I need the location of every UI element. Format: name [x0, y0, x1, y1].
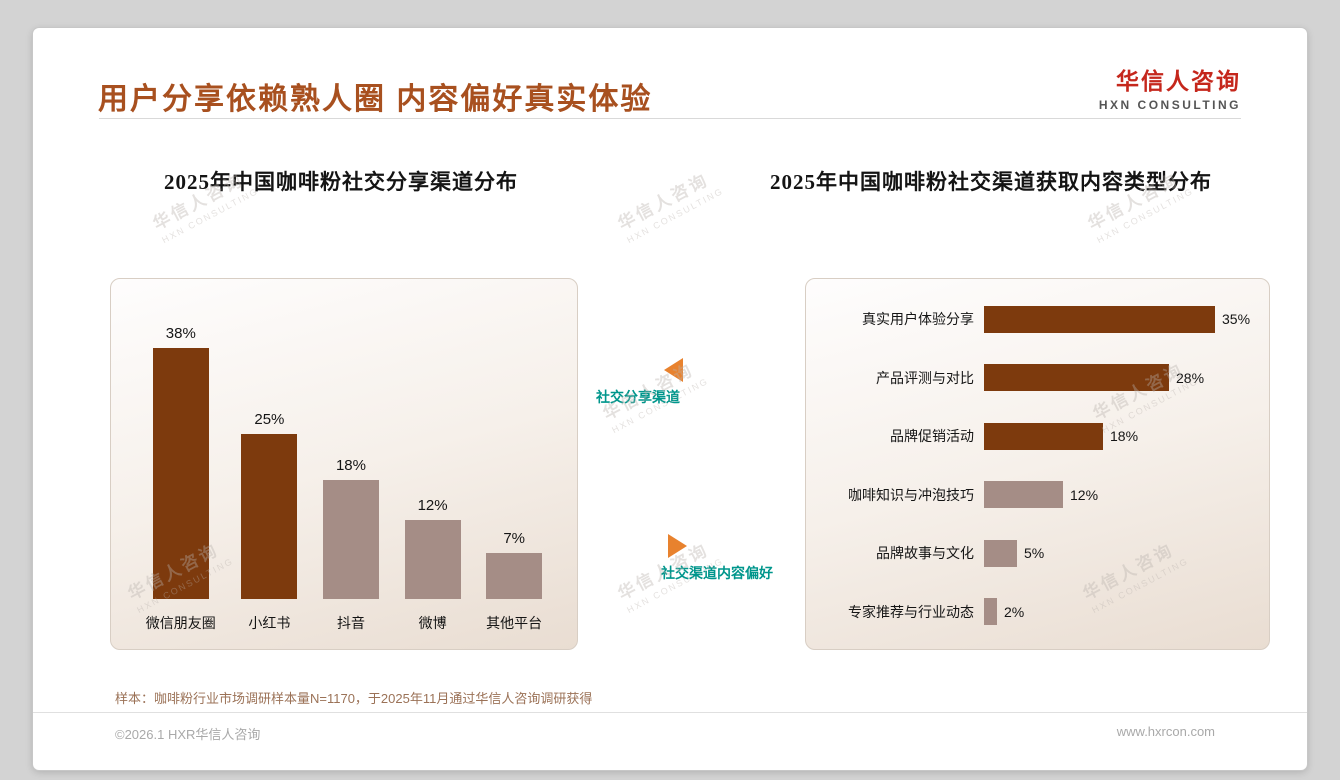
bar-value-label: 2%	[1004, 603, 1025, 620]
bar-value-label: 18%	[1110, 428, 1139, 445]
right-chart-title: 2025年中国咖啡粉社交渠道获取内容类型分布	[770, 170, 1212, 194]
left-chart-title: 2025年中国咖啡粉社交分享渠道分布	[164, 170, 518, 194]
bar-column: 18% 抖音	[322, 303, 379, 633]
left-chart-panel: 38% 微信朋友圈 25% 小红书 18% 抖音 12% 微博 7% 其他平台	[110, 278, 578, 650]
social-share-channel-label: 社交分享渠道	[596, 389, 680, 405]
bar-row: 品牌促销活动 18%	[810, 421, 1257, 451]
bar	[984, 481, 1063, 509]
bar-value-label: 12%	[417, 497, 448, 514]
bar-category-label: 小红书	[248, 615, 291, 631]
bar	[152, 348, 209, 599]
bar-row: 产品评测与对比 28%	[810, 363, 1257, 393]
bar	[984, 598, 997, 626]
logo-name: 华信人咨询	[1116, 69, 1241, 94]
bar-row: 咖啡知识与冲泡技巧 12%	[810, 480, 1257, 510]
bar-category-label: 抖音	[336, 615, 365, 631]
bar	[984, 539, 1017, 567]
bar-row: 真实用户体验分享 35%	[810, 304, 1257, 334]
sample-footnote: 样本：咖啡粉行业市场调研样本量N=1170，于2025年11月通过华信人咨询调研…	[115, 691, 593, 706]
website-text: www.hxrcon.com	[1116, 724, 1215, 739]
company-logo: 华信人咨询 HXN CONSULTING	[1099, 62, 1241, 112]
page-title: 用户分享依赖熟人圈 内容偏好真实体验	[98, 83, 653, 116]
bar-value-label: 7%	[503, 530, 526, 547]
bar	[984, 364, 1169, 392]
triangle-right-icon	[668, 534, 687, 558]
bar	[984, 422, 1103, 450]
bar-value-label: 12%	[1070, 486, 1099, 503]
content-preference-callout: 社交渠道内容偏好	[661, 534, 773, 583]
right-chart-panel: 真实用户体验分享 35% 产品评测与对比 28% 品牌促销活动 18% 咖啡知识与冲泡技巧 1…	[805, 278, 1270, 650]
bar-category-label: 产品评测与对比	[876, 369, 974, 386]
footer: ©2026.1 HXR华信人咨询 www.hxrcon.com	[33, 712, 1307, 770]
slide-card: 华信人咨询 HXN CONSULTING 华信人咨询 HXN CONSULTING 华信…	[33, 28, 1307, 770]
bar	[984, 305, 1215, 333]
copyright-text: ©2026.1 HXR华信人咨询	[115, 727, 261, 742]
bar-category-label: 品牌故事与文化	[876, 545, 974, 562]
bar-column: 38% 微信朋友圈	[146, 303, 216, 633]
bar-category-label: 微信朋友圈	[145, 615, 216, 631]
bar-column: 7% 其他平台	[486, 303, 543, 633]
bar	[486, 553, 543, 599]
bar-value-label: 28%	[1176, 369, 1205, 386]
content-preference-label: 社交渠道内容偏好	[661, 565, 773, 581]
triangle-left-icon	[664, 358, 683, 382]
bar-category-label: 专家推荐与行业动态	[848, 603, 974, 620]
bar-value-label: 35%	[1222, 311, 1251, 327]
logo-subtitle: HXN CONSULTING	[1098, 98, 1241, 112]
bar-row: 品牌故事与文化 5%	[810, 538, 1257, 568]
bar-category-label: 其他平台	[486, 615, 543, 631]
header-divider	[99, 118, 1241, 119]
bar-category-label: 咖啡知识与冲泡技巧	[848, 486, 974, 503]
bar	[404, 520, 461, 599]
left-chart-bars: 38% 微信朋友圈 25% 小红书 18% 抖音 12% 微博 7% 其他平台	[133, 303, 555, 633]
bar-category-label: 品牌促销活动	[890, 428, 974, 445]
bar-column: 25% 小红书	[241, 303, 298, 633]
bar-value-label: 5%	[1024, 545, 1045, 562]
bar	[322, 480, 379, 599]
bar-row: 专家推荐与行业动态 2%	[810, 597, 1257, 627]
bar-value-label: 18%	[335, 457, 366, 474]
bar-value-label: 38%	[165, 325, 196, 342]
bar-category-label: 真实用户体验分享	[862, 311, 974, 327]
bar	[241, 434, 298, 599]
social-share-channel-callout: 社交分享渠道	[596, 358, 683, 407]
bar-category-label: 微博	[418, 615, 447, 631]
bar-value-label: 25%	[254, 411, 285, 428]
bar-column: 12% 微博	[404, 303, 461, 633]
